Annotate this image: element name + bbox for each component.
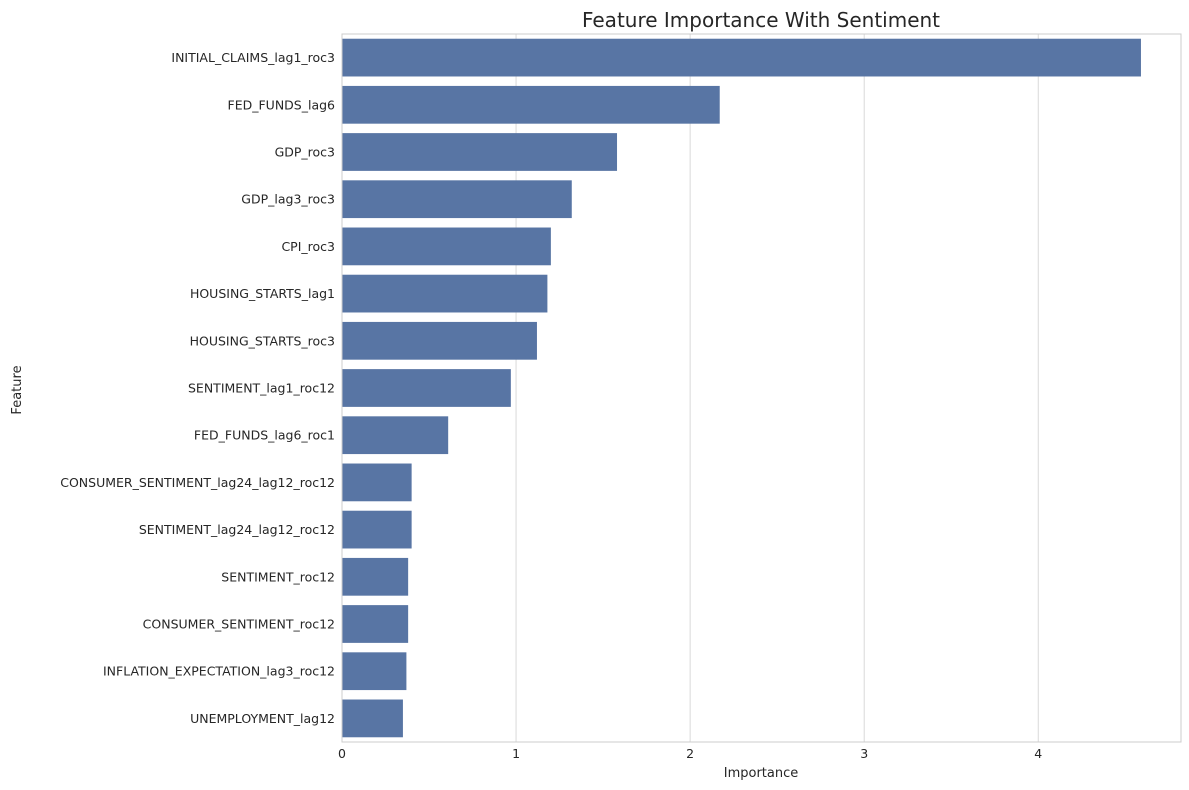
y-tick-label: HOUSING_STARTS_roc3 (190, 333, 335, 348)
y-tick-label: CONSUMER_SENTIMENT_lag24_lag12_roc12 (60, 475, 335, 490)
bar (342, 652, 407, 691)
x-tick-label: 4 (1034, 746, 1042, 761)
bar (342, 274, 548, 313)
y-tick-label: GDP_lag3_roc3 (241, 192, 335, 207)
y-tick-label: FED_FUNDS_lag6_roc1 (194, 428, 335, 443)
chart-title: Feature Importance With Sentiment (582, 8, 940, 32)
bar (342, 416, 449, 455)
x-tick-label: 0 (338, 746, 346, 761)
bar (342, 133, 618, 171)
y-tick-label: INFLATION_EXPECTATION_lag3_roc12 (103, 664, 335, 679)
y-tick-label: CONSUMER_SENTIMENT_roc12 (143, 617, 335, 632)
bar (342, 85, 720, 124)
bar (342, 321, 537, 360)
x-tick-label: 1 (512, 746, 520, 761)
bar (342, 510, 412, 549)
y-tick-labels: INITIAL_CLAIMS_lag1_roc3 FED_FUNDS_lag6 GD… (60, 50, 335, 726)
x-tick-label: 3 (860, 746, 868, 761)
bar (342, 557, 409, 596)
bar (342, 369, 511, 407)
bars-layer (342, 38, 1141, 738)
bar (342, 699, 403, 738)
y-axis-label: Feature (10, 365, 25, 414)
bar (342, 463, 412, 502)
bar (342, 227, 551, 266)
y-tick-label: SENTIMENT_lag24_lag12_roc12 (139, 522, 335, 537)
y-tick-label: INITIAL_CLAIMS_lag1_roc3 (171, 50, 335, 65)
y-tick-label: FED_FUNDS_lag6 (228, 97, 336, 112)
bar (342, 605, 409, 643)
y-tick-label: GDP_roc3 (275, 145, 335, 160)
bar (342, 180, 572, 219)
y-tick-label: CPI_roc3 (281, 239, 335, 254)
y-tick-label: UNEMPLOYMENT_lag12 (190, 711, 335, 726)
y-tick-label: HOUSING_STARTS_lag1 (190, 286, 335, 301)
plot-frame (341, 33, 1182, 743)
bar (342, 38, 1141, 77)
y-tick-label: SENTIMENT_roc12 (221, 569, 335, 584)
x-tick-labels: 0 1 2 3 4 (338, 746, 1042, 761)
x-tick-label: 2 (686, 746, 694, 761)
y-tick-label: SENTIMENT_lag1_roc12 (188, 381, 335, 396)
x-axis-label: Importance (724, 766, 799, 781)
